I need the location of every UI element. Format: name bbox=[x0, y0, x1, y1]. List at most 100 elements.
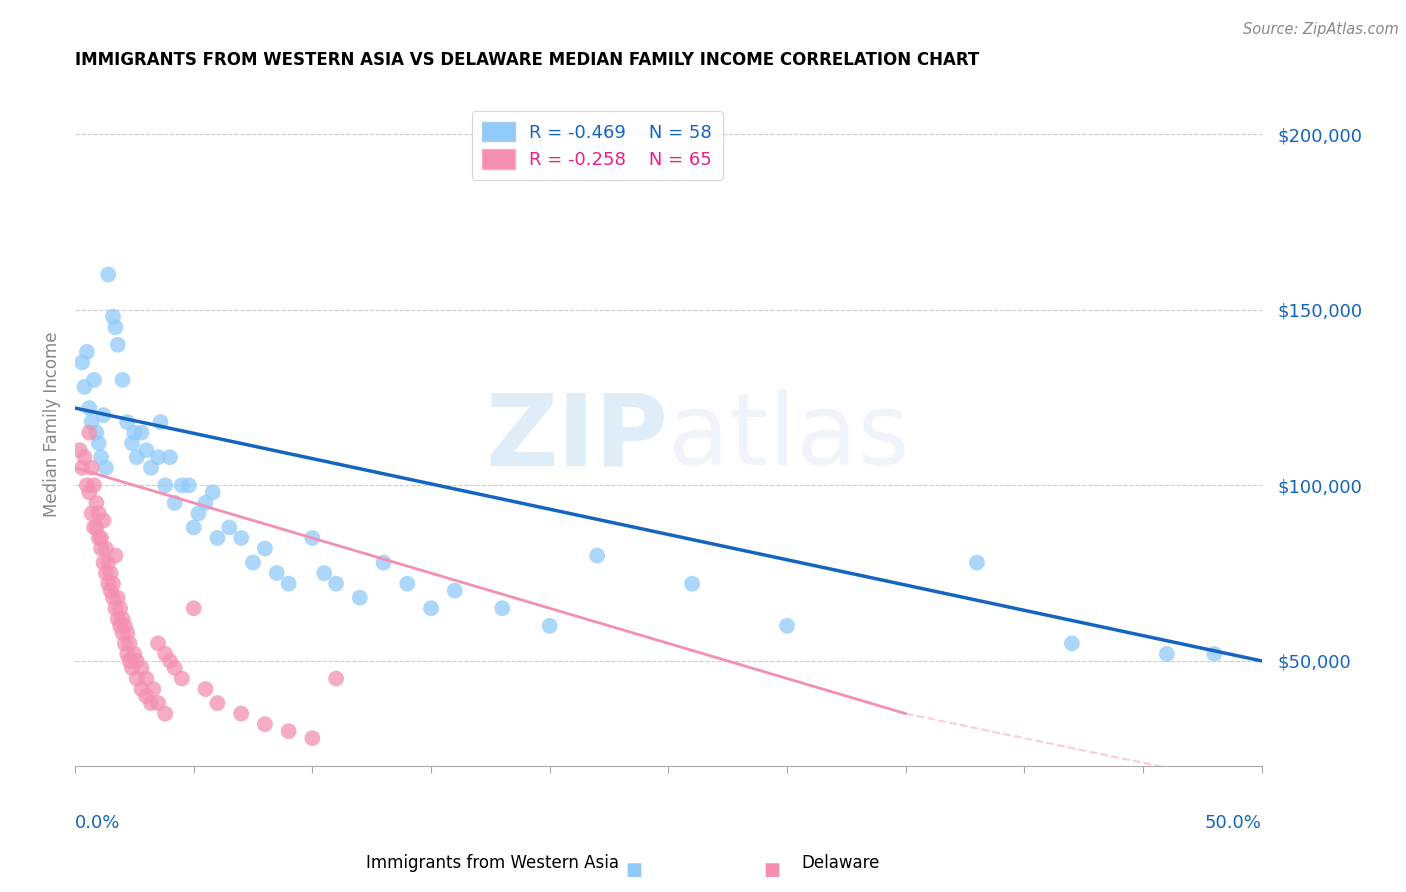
Point bbox=[146, 636, 169, 650]
Point bbox=[177, 478, 200, 492]
Text: Delaware: Delaware bbox=[801, 855, 880, 872]
Point bbox=[124, 425, 146, 440]
Point bbox=[94, 460, 117, 475]
Point bbox=[97, 268, 120, 282]
Point bbox=[108, 601, 131, 615]
Point bbox=[277, 724, 299, 739]
Point bbox=[146, 450, 169, 465]
Point bbox=[349, 591, 371, 605]
Point bbox=[159, 450, 181, 465]
Point bbox=[153, 478, 176, 492]
Point bbox=[104, 601, 127, 615]
Point bbox=[194, 496, 217, 510]
Point bbox=[131, 425, 153, 440]
Point bbox=[139, 460, 162, 475]
Point bbox=[131, 661, 153, 675]
Point bbox=[301, 531, 323, 545]
Point bbox=[100, 583, 122, 598]
Point bbox=[231, 531, 253, 545]
Point bbox=[115, 625, 138, 640]
Point bbox=[125, 654, 148, 668]
Point bbox=[207, 696, 229, 710]
Point bbox=[1156, 647, 1178, 661]
Point bbox=[139, 696, 162, 710]
Point bbox=[135, 443, 157, 458]
Point bbox=[87, 531, 110, 545]
Point bbox=[170, 672, 193, 686]
Point bbox=[80, 507, 103, 521]
Text: 50.0%: 50.0% bbox=[1205, 814, 1261, 832]
Point bbox=[242, 556, 264, 570]
Point bbox=[314, 566, 336, 581]
Y-axis label: Median Family Income: Median Family Income bbox=[44, 331, 60, 516]
Point bbox=[125, 450, 148, 465]
Text: ZIP: ZIP bbox=[485, 389, 668, 486]
Point bbox=[86, 496, 108, 510]
Point bbox=[194, 681, 217, 696]
Text: Immigrants from Western Asia: Immigrants from Western Asia bbox=[366, 855, 619, 872]
Point bbox=[90, 450, 112, 465]
Point bbox=[153, 647, 176, 661]
Point bbox=[111, 373, 134, 387]
Point bbox=[183, 601, 205, 615]
Point bbox=[94, 541, 117, 556]
Point bbox=[1204, 647, 1226, 661]
Point bbox=[104, 549, 127, 563]
Point bbox=[218, 520, 240, 534]
Point bbox=[114, 619, 136, 633]
Point bbox=[420, 601, 443, 615]
Point bbox=[142, 681, 165, 696]
Point bbox=[80, 460, 103, 475]
Point bbox=[101, 310, 124, 324]
Point bbox=[538, 619, 561, 633]
Text: ■: ■ bbox=[626, 861, 643, 879]
Point bbox=[187, 507, 209, 521]
Point bbox=[966, 556, 988, 570]
Point bbox=[231, 706, 253, 721]
Point bbox=[90, 541, 112, 556]
Point bbox=[443, 583, 465, 598]
Point bbox=[101, 591, 124, 605]
Point bbox=[93, 408, 115, 422]
Point bbox=[80, 415, 103, 429]
Point bbox=[586, 549, 609, 563]
Point bbox=[125, 672, 148, 686]
Point bbox=[149, 415, 172, 429]
Point bbox=[491, 601, 513, 615]
Point bbox=[94, 566, 117, 581]
Point bbox=[159, 654, 181, 668]
Legend: R = -0.469    N = 58, R = -0.258    N = 65: R = -0.469 N = 58, R = -0.258 N = 65 bbox=[471, 111, 723, 179]
Point bbox=[77, 401, 100, 415]
Text: Source: ZipAtlas.com: Source: ZipAtlas.com bbox=[1243, 22, 1399, 37]
Point bbox=[77, 485, 100, 500]
Point bbox=[70, 460, 93, 475]
Point bbox=[115, 415, 138, 429]
Point bbox=[73, 380, 96, 394]
Point bbox=[131, 681, 153, 696]
Text: ■: ■ bbox=[763, 861, 780, 879]
Point bbox=[325, 672, 347, 686]
Point bbox=[97, 556, 120, 570]
Point bbox=[107, 591, 129, 605]
Point bbox=[114, 636, 136, 650]
Point bbox=[124, 647, 146, 661]
Point bbox=[108, 619, 131, 633]
Text: atlas: atlas bbox=[668, 389, 910, 486]
Point bbox=[77, 425, 100, 440]
Point bbox=[90, 531, 112, 545]
Point bbox=[325, 576, 347, 591]
Point bbox=[83, 478, 105, 492]
Point bbox=[253, 717, 276, 731]
Point bbox=[373, 556, 395, 570]
Point bbox=[153, 706, 176, 721]
Point bbox=[776, 619, 799, 633]
Point bbox=[100, 566, 122, 581]
Point bbox=[146, 696, 169, 710]
Point bbox=[163, 661, 186, 675]
Point bbox=[101, 576, 124, 591]
Point bbox=[170, 478, 193, 492]
Point bbox=[121, 661, 143, 675]
Point bbox=[163, 496, 186, 510]
Point bbox=[86, 520, 108, 534]
Point bbox=[396, 576, 419, 591]
